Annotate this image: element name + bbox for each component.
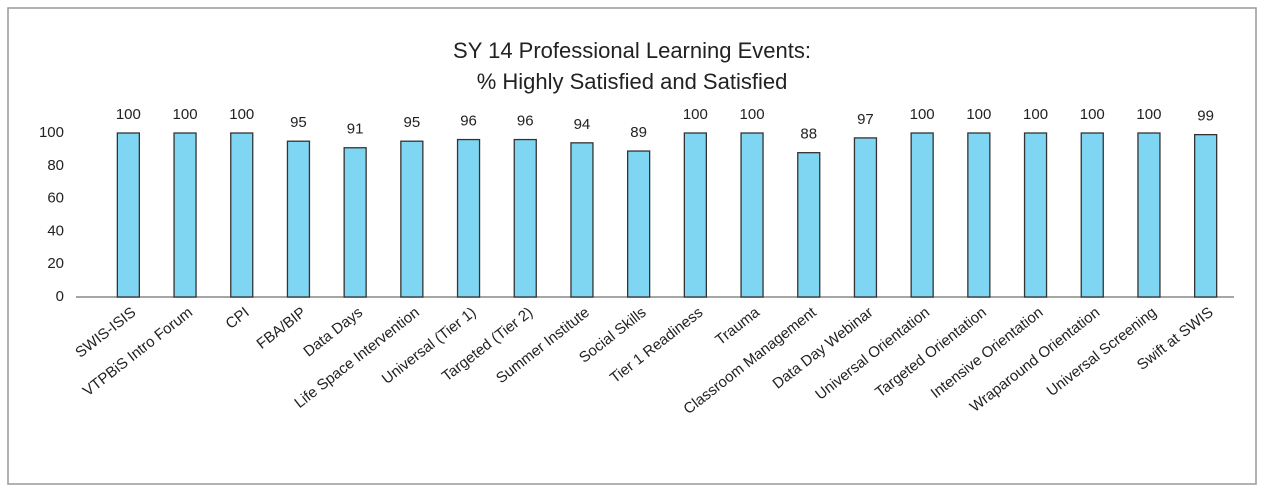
data-label: 100 xyxy=(229,106,254,123)
data-label: 89 xyxy=(630,124,647,141)
bar xyxy=(1137,132,1161,298)
bar xyxy=(513,138,537,298)
bar xyxy=(1080,132,1104,298)
bar xyxy=(570,142,594,298)
bar xyxy=(967,132,991,298)
data-label: 100 xyxy=(683,106,708,123)
y-tick-label: 20 xyxy=(47,255,64,272)
bar xyxy=(343,147,367,298)
y-tick-label: 0 xyxy=(56,288,64,305)
data-label: 91 xyxy=(347,121,364,138)
bar xyxy=(456,138,481,298)
bar xyxy=(797,152,821,298)
data-label: 96 xyxy=(460,113,477,130)
data-label: 97 xyxy=(857,111,874,128)
y-tick-label: 60 xyxy=(47,190,64,207)
bar xyxy=(1194,133,1218,298)
y-tick-label: 40 xyxy=(47,222,64,239)
bar xyxy=(627,150,651,298)
data-label: 96 xyxy=(517,113,534,130)
data-label: 100 xyxy=(116,106,141,123)
data-label: 88 xyxy=(800,126,817,143)
chart-subtitle: % Highly Satisfied and Satisfied xyxy=(477,69,788,94)
bar xyxy=(740,132,764,298)
data-label: 95 xyxy=(404,114,421,131)
data-label: 100 xyxy=(1080,106,1105,123)
y-tick-label: 80 xyxy=(47,157,64,174)
bar xyxy=(683,132,707,298)
data-label: 100 xyxy=(1136,106,1161,123)
bar xyxy=(173,132,197,298)
data-label: 99 xyxy=(1197,108,1214,125)
bar xyxy=(1023,132,1048,298)
bar xyxy=(116,132,140,298)
chart-title: SY 14 Professional Learning Events: xyxy=(453,38,811,63)
bar xyxy=(400,140,424,298)
data-label: 100 xyxy=(966,106,991,123)
data-label: 100 xyxy=(910,106,935,123)
data-label: 94 xyxy=(574,116,591,133)
data-label: 100 xyxy=(1023,106,1048,123)
bar xyxy=(230,132,254,298)
bar xyxy=(853,137,878,298)
data-label: 95 xyxy=(290,114,307,131)
bar xyxy=(910,132,934,298)
y-tick-label: 100 xyxy=(39,124,64,141)
data-label: 100 xyxy=(740,106,765,123)
bar xyxy=(286,140,311,298)
data-label: 100 xyxy=(173,106,198,123)
